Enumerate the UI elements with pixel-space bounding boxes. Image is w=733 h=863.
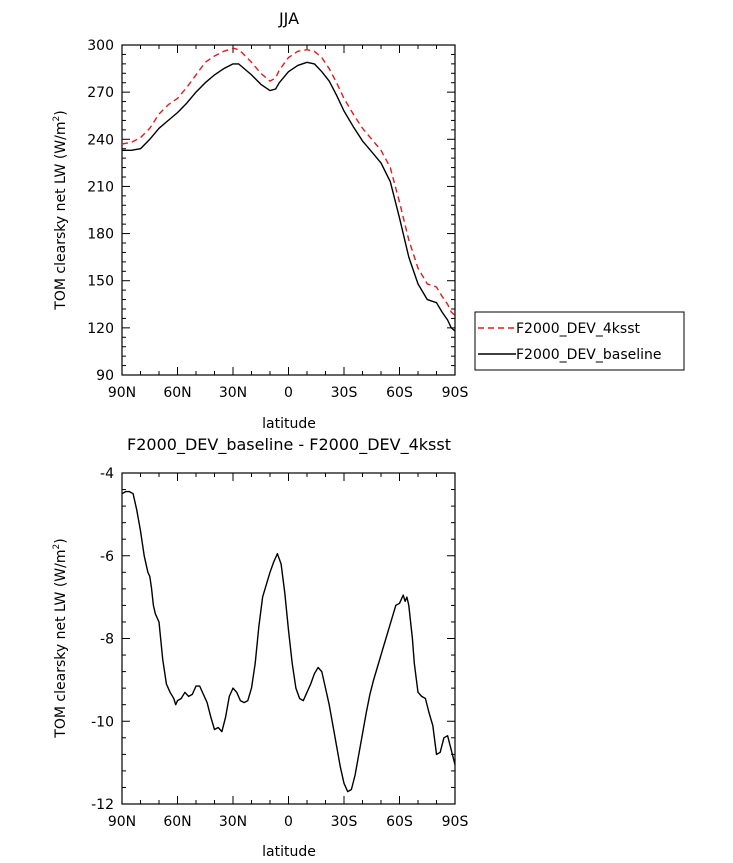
top-plot-ylabel: TOM clearsky net LW (W/m2): [52, 110, 69, 310]
bottom-plot-series: [121, 490, 456, 793]
top-plot-series-line-1: [122, 61, 456, 332]
legend-box: [474, 311, 685, 371]
bottom-plot-title: F2000_DEV_baseline - F2000_DEV_4ksst: [127, 435, 451, 455]
top-plot-ticks: 90N 60N 30N 0 30S 60S 90S 90 120 150 180 210 240 270 3…: [87, 38, 468, 401]
bottom-plot-xtick-label: 30N: [219, 814, 247, 830]
top-plot-xtick-label: 0: [284, 385, 293, 401]
top-plot-ytick-label: 300: [87, 38, 114, 54]
top-plot-ytick-label: 240: [87, 132, 114, 148]
top-plot-xtick-label: 90N: [108, 385, 136, 401]
top-plot-ylabel-sup: 2: [52, 116, 62, 122]
top-plot-ylabel-end: ): [53, 110, 69, 115]
bottom-plot-series-line-0: [121, 490, 456, 793]
top-plot-xtick-label: 90S: [442, 385, 469, 401]
bottom-plot-ylabel-main: TOM clearsky net LW (W/m: [53, 550, 69, 739]
top-plot-xtick-label: 60N: [163, 385, 191, 401]
top-plot-frame: [121, 44, 456, 376]
bottom-plot-xtick-label: 60S: [386, 814, 413, 830]
bottom-plot-xtick-label: 0: [284, 814, 293, 830]
legend: F2000_DEV_4ksst F2000_DEV_baseline: [474, 311, 685, 371]
top-plot-xtick-label: 60S: [386, 385, 413, 401]
bottom-plot-ytick-label: -4: [100, 466, 114, 482]
bottom-plot: F2000_DEV_baseline - F2000_DEV_4ksst 90N…: [52, 435, 468, 860]
top-plot-xlabel: latitude: [262, 416, 316, 432]
bottom-plot-xtick-label: 90S: [442, 814, 469, 830]
top-plot-ytick-label: 270: [87, 85, 114, 101]
top-plot-ylabel-main: TOM clearsky net LW (W/m: [53, 122, 69, 311]
bottom-plot-xlabel: latitude: [262, 844, 316, 860]
bottom-plot-ylabel-sup: 2: [52, 544, 62, 550]
legend-label-baseline: F2000_DEV_baseline: [516, 347, 662, 363]
top-plot-ytick-label: 120: [87, 321, 114, 337]
top-plot-ytick-label: 180: [87, 227, 114, 243]
top-plot: JJA 90N 60N 30N 0 30S 60S 90S 90 120 150 180 210 240…: [52, 9, 468, 432]
top-plot-title: JJA: [278, 9, 299, 28]
top-plot-series: [121, 47, 456, 332]
top-plot-ytick-label: 90: [96, 368, 114, 384]
bottom-plot-ytick-label: -10: [91, 714, 114, 730]
bottom-plot-ytick-label: -6: [100, 549, 114, 565]
bottom-plot-frame: [121, 472, 456, 805]
bottom-plot-ylabel: TOM clearsky net LW (W/m2): [52, 538, 69, 738]
bottom-plot-ylabel-end: ): [53, 538, 69, 543]
bottom-plot-ticks: 90N 60N 30N 0 30S 60S 90S -12 -10 -8 -6 -4: [91, 466, 468, 830]
bottom-plot-ytick-label: -12: [91, 797, 114, 813]
bottom-plot-xtick-label: 30S: [331, 814, 358, 830]
top-plot-ytick-label: 150: [87, 274, 114, 290]
top-plot-xtick-label: 30N: [219, 385, 247, 401]
legend-label-4ksst: F2000_DEV_4ksst: [516, 321, 640, 337]
bottom-plot-ytick-label: -8: [100, 632, 114, 648]
top-plot-ytick-label: 210: [87, 179, 114, 195]
top-plot-xtick-label: 30S: [331, 385, 358, 401]
top-plot-series-line-0: [121, 47, 456, 316]
bottom-plot-xtick-label: 60N: [163, 814, 191, 830]
bottom-plot-xtick-label: 90N: [108, 814, 136, 830]
